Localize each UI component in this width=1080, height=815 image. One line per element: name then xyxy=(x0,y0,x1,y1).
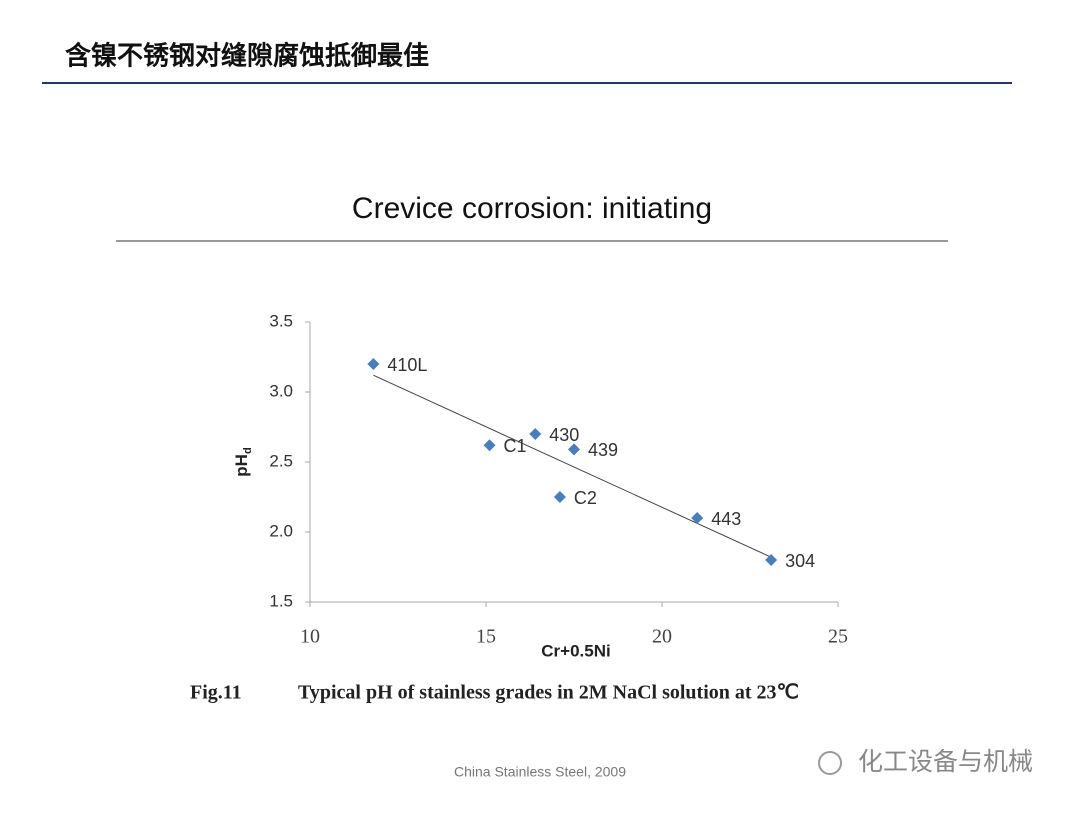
point-label: C2 xyxy=(574,488,597,508)
caption: Typical pH of stainless grades in 2M NaC… xyxy=(298,682,799,704)
x-tick-label: 20 xyxy=(652,626,672,648)
y-tick-label: 3.0 xyxy=(269,381,293,400)
point xyxy=(367,358,380,370)
y-axis-label-main: pH xyxy=(232,454,251,477)
trendline xyxy=(373,374,772,558)
footer: China Stainless Steel, 2009 xyxy=(454,764,626,780)
point-label: 410L xyxy=(387,355,427,375)
point xyxy=(568,443,580,456)
slide-title: 含镍不锈钢对缝隙腐蚀抵御最佳 xyxy=(65,41,429,72)
point xyxy=(691,512,704,524)
y-axis-label-subscript: d xyxy=(242,447,254,454)
y-tick-label: 2.0 xyxy=(269,521,293,540)
y-tick-label: 1.5 xyxy=(269,591,293,610)
watermark-icon xyxy=(818,751,842,775)
y-tick-label: 2.5 xyxy=(269,451,293,470)
x-axis-label: Cr+0.5Ni xyxy=(541,641,610,660)
point xyxy=(483,439,496,452)
point-label: 304 xyxy=(785,551,815,571)
caption-number: Fig.11 xyxy=(190,682,242,704)
chart-title: Crevice corrosion: initiating xyxy=(352,192,712,225)
point-label: 443 xyxy=(711,509,741,529)
point-label: C1 xyxy=(504,436,527,456)
point-label: 439 xyxy=(588,440,618,460)
x-tick-label: 25 xyxy=(828,626,848,648)
point xyxy=(529,428,542,440)
point-label: 430 xyxy=(549,425,579,445)
watermark: 化工设备与机械 xyxy=(858,747,1033,776)
y-tick-label: 3.5 xyxy=(269,311,293,330)
y-axis-label: pHd xyxy=(232,447,253,476)
point xyxy=(765,554,778,566)
x-tick-label: 10 xyxy=(300,626,320,648)
point xyxy=(553,491,566,503)
x-tick-label: 15 xyxy=(476,626,496,648)
